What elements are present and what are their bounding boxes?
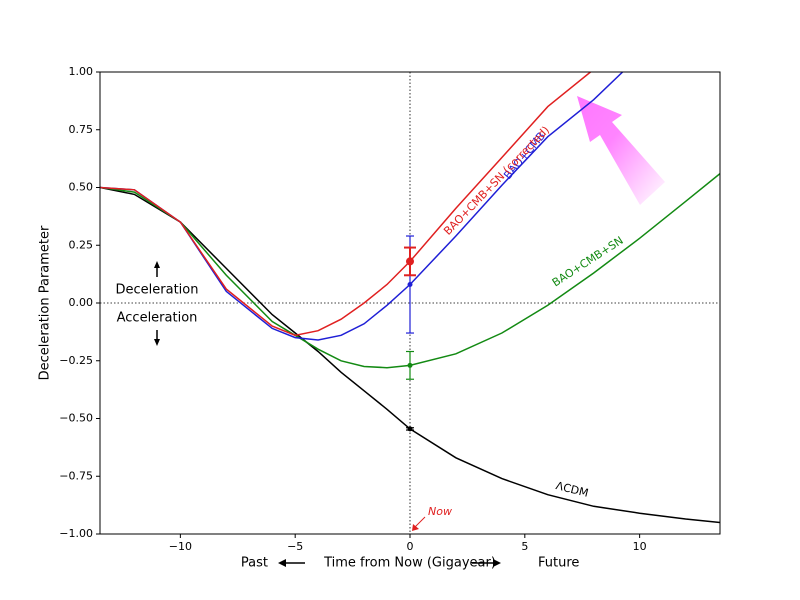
series-label: BAO+CMB+SN [550,234,626,290]
y-tick-label: 0.50 [69,181,94,194]
x-tick-label: −5 [287,540,303,553]
acceleration-label: Acceleration [117,311,198,326]
series-line [100,186,720,524]
plot-area [100,72,720,524]
point [407,426,413,432]
y-tick-label: −0.25 [59,354,93,367]
direction-arrows [154,261,501,567]
x-tick-label: 0 [407,540,414,553]
y-tick-label: 0.75 [69,123,94,136]
now-label: Now [428,505,452,518]
trend-arrow [577,96,665,205]
x-axis-label: Time from Now (Gigayear) [323,556,496,571]
y-tick-label: −0.50 [59,412,93,425]
series-line [100,72,591,337]
series-label: BAO+CMB+SN (corrected) [441,124,552,238]
y-tick-label: 0.00 [69,296,94,309]
y-tick-label: 1.00 [69,65,94,78]
y-tick-label: −0.75 [59,469,93,482]
deceleration-label: Deceleration [116,283,199,298]
y-tick-label: −1.00 [59,527,93,540]
y-axis-label: Deceleration Parameter [38,225,53,380]
x-tick-label: 10 [633,540,647,553]
x-tick-label: −10 [169,540,192,553]
y-tick-label: 0.25 [69,238,94,251]
point [407,362,413,368]
series-line [100,173,720,369]
series-line [100,72,624,341]
point [406,257,414,266]
now-arrow [412,516,426,531]
future-label: Future [538,556,579,571]
plot-frame [99,71,721,535]
x-tick-label: 5 [521,540,528,553]
point [407,282,413,288]
series-label: ΛCDM [554,479,589,500]
past-label: Past [241,556,268,571]
